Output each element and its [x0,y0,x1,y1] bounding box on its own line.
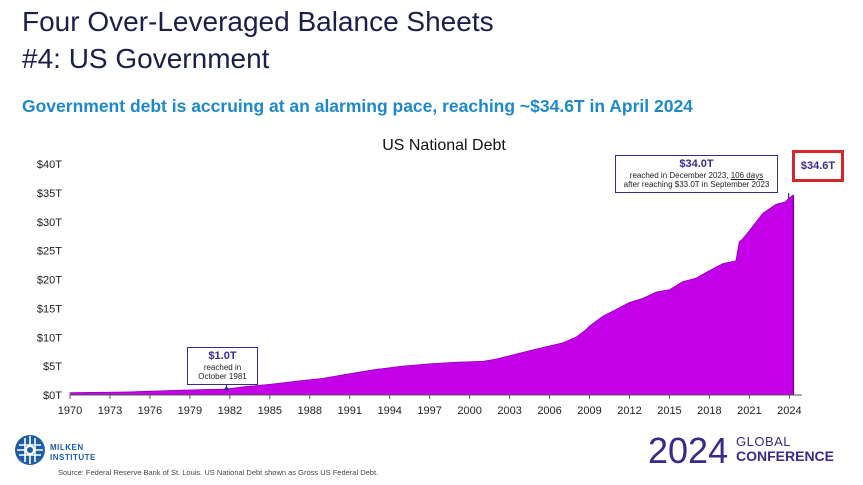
x-tick-label: 1976 [138,405,162,417]
x-tick-label: 2009 [577,405,601,417]
x-tick-label: 2018 [697,405,721,417]
x-tick-label: 1970 [58,405,82,417]
annotation-1t-line1: reached in [203,362,242,372]
annotation-34t-line1: reached in December 2023, [629,170,731,180]
x-tick-label: 1994 [377,405,401,417]
y-tick-label: $25T [37,246,62,258]
slide-title-line1: Four Over-Leveraged Balance Sheets [22,6,494,37]
logo-line2: INSTITUTE [50,453,96,462]
x-tick-label: 1997 [417,405,441,417]
marker-1t-dot [224,387,229,392]
chart-title: US National Debt [382,137,506,154]
current-debt-value: $34.6T [800,160,836,172]
debt-area-chart: $0T $5T $10T $15T $20T $25T $30T $35T $40T 1970 19… [37,159,802,417]
y-tick-label: $5T [43,361,62,373]
y-tick-label: $30T [37,217,62,229]
x-tick-label: 2015 [657,405,681,417]
conference-line1: GLOBAL [736,434,792,449]
x-tick-label: 2024 [777,405,801,417]
annotation-34t: $34.0T reached in December 2023, 106 day… [615,155,778,193]
milken-globe-icon [15,435,45,465]
x-tick-label: 2000 [457,405,481,417]
annotation-1t: $1.0T reached in October 1981 [187,347,258,385]
x-tick-label: 2006 [537,405,561,417]
x-tick-label: 1973 [98,405,122,417]
slide-title-line2: #4: US Government [22,43,270,74]
x-tick-label: 1991 [338,405,362,417]
logo-line1: MILKEN [50,443,84,452]
x-tick-label: 2012 [617,405,641,417]
current-debt-highlight: $34.6T [792,150,844,182]
x-tick-label: 1988 [298,405,322,417]
x-tick-label: 1982 [218,405,242,417]
debt-area [69,194,794,396]
x-tick-label: 1979 [178,405,202,417]
y-tick-label: $0T [43,390,62,402]
y-tick-label: $15T [37,303,62,315]
y-tick-label: $10T [37,332,62,344]
conference-year: 2024 [648,430,729,471]
y-tick-label: $20T [37,275,62,287]
source-note: Source: Federal Reserve Bank of St. Loui… [58,468,379,477]
milken-institute-logo: MILKEN INSTITUTE [14,434,129,474]
slide-subtitle: Government debt is accruing at an alarmi… [22,96,693,116]
x-tick-label: 2021 [737,405,761,417]
annotation-34t-line2: after reaching $33.0T in September 2023 [623,179,770,189]
x-tick-label: 1985 [258,405,282,417]
debt-line [69,194,794,394]
annotation-1t-value: $1.0T [208,350,237,362]
conference-line2: CONFERENCE [736,448,835,464]
y-tick-label: $40T [37,159,62,171]
x-tick-label: 2003 [497,405,521,417]
annotation-1t-line2: October 1981 [198,371,247,381]
y-tick-label: $35T [37,188,62,200]
annotation-34t-value: $34.0T [679,158,714,170]
annotation-34t-days: 106 days [730,170,764,180]
